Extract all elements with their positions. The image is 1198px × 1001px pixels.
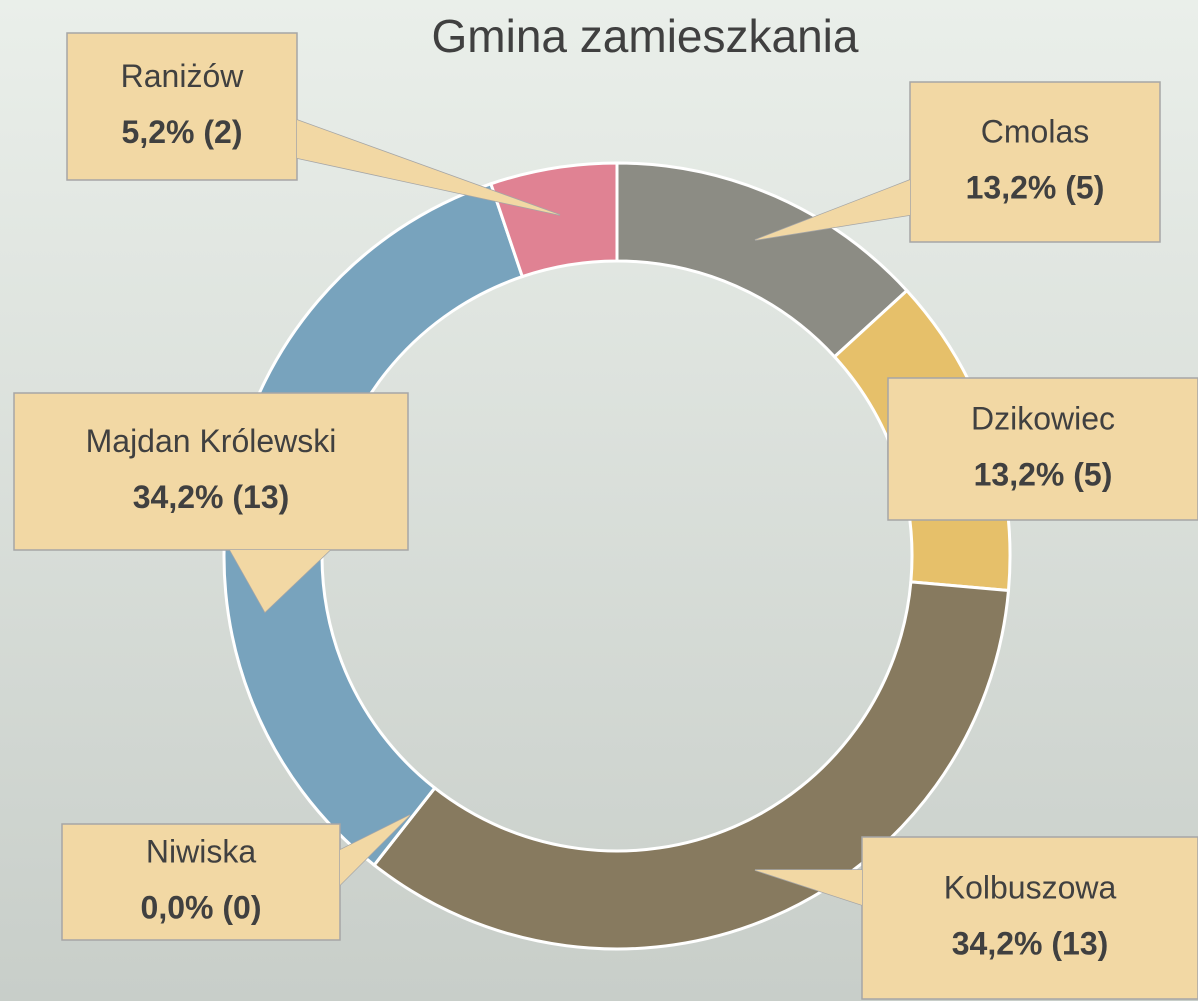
callout-pointer-fill bbox=[230, 550, 330, 612]
slice bbox=[372, 580, 1011, 951]
callouts: Cmolas 13,2% (5) Dzikowiec 13,2% (5) Kolbusz… bbox=[13, 32, 1198, 1000]
category-label: Kolbuszowa bbox=[944, 869, 1117, 905]
category-label: Majdan Królewski bbox=[86, 423, 337, 459]
category-label: Raniżów bbox=[121, 58, 245, 94]
callout-box bbox=[66, 32, 298, 181]
category-label: Cmolas bbox=[981, 113, 1089, 149]
slice bbox=[488, 161, 619, 279]
callout-box bbox=[861, 836, 1198, 1000]
callout-box bbox=[61, 823, 341, 941]
callout-box bbox=[909, 81, 1161, 243]
value-label: 34,2% (13) bbox=[133, 479, 290, 515]
value-label: 13,2% (5) bbox=[974, 456, 1113, 492]
callout-pointer-fill bbox=[340, 815, 410, 885]
category-label: Dzikowiec bbox=[971, 400, 1115, 436]
value-label: 34,2% (13) bbox=[952, 925, 1109, 961]
callout-pointer-fill bbox=[297, 120, 560, 215]
value-label: 13,2% (5) bbox=[966, 169, 1105, 205]
callout-box bbox=[13, 392, 409, 551]
callout-box bbox=[887, 377, 1198, 521]
callout-pointer-fill bbox=[755, 870, 862, 905]
category-label: Niwiska bbox=[146, 833, 256, 869]
value-label: 5,2% (2) bbox=[122, 114, 243, 150]
chart-title: Gmina zamieszkania bbox=[432, 10, 859, 62]
value-label: 0,0% (0) bbox=[141, 889, 262, 925]
callout-pointer-fill bbox=[755, 180, 910, 240]
